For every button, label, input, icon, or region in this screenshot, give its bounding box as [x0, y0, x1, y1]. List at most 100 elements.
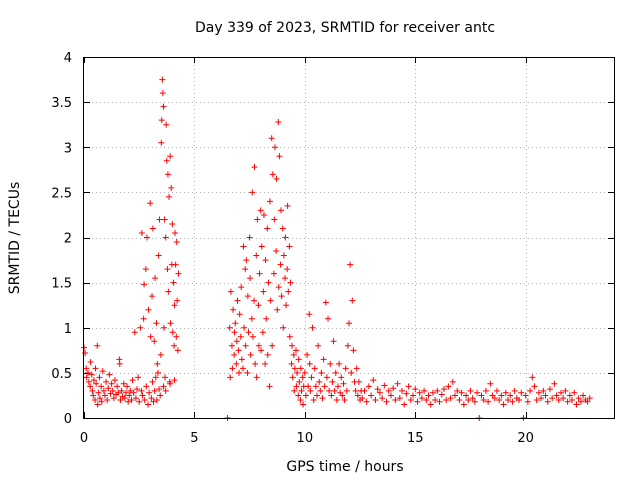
data-point [255, 302, 262, 309]
data-point [270, 270, 277, 277]
data-point [160, 383, 167, 390]
data-point [312, 383, 319, 390]
data-point [269, 171, 276, 178]
data-point [254, 216, 261, 223]
data-point [85, 378, 92, 385]
data-point [147, 333, 154, 340]
plot-frame [83, 57, 615, 419]
data-point [124, 383, 131, 390]
data-point [480, 396, 487, 403]
data-point [412, 386, 419, 393]
data-point [392, 396, 399, 403]
data-point [171, 377, 178, 384]
data-point [580, 392, 587, 399]
data-point [467, 387, 474, 394]
data-point [586, 395, 593, 402]
data-point [145, 306, 152, 313]
data-point [127, 387, 134, 394]
data-point [175, 270, 182, 277]
data-point [390, 385, 397, 392]
data-point [157, 351, 164, 358]
data-point [558, 389, 564, 396]
data-point [229, 365, 236, 372]
data-point [258, 243, 265, 250]
data-point [141, 396, 148, 403]
data-point [288, 360, 295, 367]
data-point [233, 360, 240, 367]
data-point [171, 342, 178, 349]
data-point [522, 392, 529, 399]
data-point [122, 389, 129, 396]
data-point [297, 365, 304, 372]
data-point [174, 347, 181, 354]
data-point [236, 311, 243, 318]
data-point [162, 387, 169, 394]
data-point [403, 390, 410, 397]
data-point [299, 374, 306, 381]
data-point [145, 401, 152, 408]
data-point [333, 396, 340, 403]
data-point [374, 386, 381, 393]
data-point [101, 392, 108, 399]
data-point [125, 398, 132, 405]
data-point [150, 398, 157, 405]
data-point [251, 164, 258, 171]
data-point [131, 329, 138, 336]
data-point [278, 293, 285, 300]
data-point [535, 389, 542, 396]
data-point [456, 396, 463, 403]
data-point [387, 392, 394, 399]
x-tick-label: 15 [407, 431, 424, 446]
data-point [114, 383, 121, 390]
data-point [173, 333, 180, 340]
data-point [527, 387, 534, 394]
data-point [247, 275, 254, 282]
data-point [240, 365, 246, 372]
data-point [307, 387, 314, 394]
data-point [469, 395, 476, 402]
data-point [232, 320, 239, 327]
data-point [421, 387, 428, 394]
data-point [294, 369, 301, 376]
data-point [346, 320, 352, 327]
data-point [140, 315, 147, 322]
data-point [168, 184, 175, 191]
data-point [410, 392, 417, 399]
data-point [174, 297, 181, 304]
data-point [529, 374, 536, 381]
data-point [338, 374, 345, 381]
data-point [474, 389, 481, 396]
data-point [436, 398, 443, 405]
data-point [136, 398, 143, 405]
data-point [151, 387, 158, 394]
data-point [274, 306, 281, 313]
data-point [401, 401, 408, 408]
data-point [354, 392, 361, 399]
data-point [295, 356, 302, 363]
data-point [553, 392, 560, 399]
data-point [227, 374, 234, 381]
data-point [273, 248, 280, 255]
data-point [306, 360, 313, 367]
data-point [153, 396, 160, 403]
data-point [109, 387, 116, 394]
data-point [167, 320, 174, 327]
data-point [339, 392, 346, 399]
data-point [284, 266, 291, 273]
data-point [275, 118, 282, 125]
data-point [316, 378, 323, 385]
data-point [300, 401, 307, 408]
data-point [365, 383, 372, 390]
data-point [440, 386, 447, 393]
data-point [242, 266, 249, 273]
data-point [160, 324, 167, 331]
data-point [405, 383, 412, 390]
data-point [260, 211, 267, 218]
data-point [317, 387, 324, 394]
data-point [139, 392, 146, 399]
data-point [84, 369, 91, 376]
data-point [116, 360, 123, 367]
data-point [243, 257, 250, 264]
data-point [432, 396, 439, 403]
data-point [573, 401, 580, 408]
